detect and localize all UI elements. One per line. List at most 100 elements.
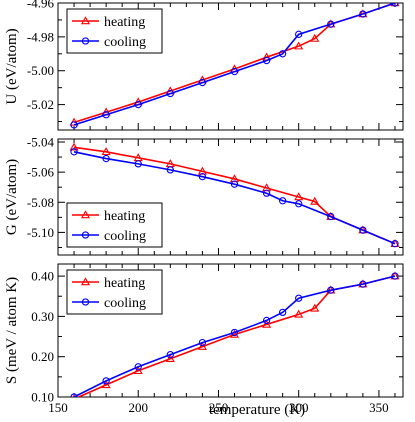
data-point-heating [310,33,320,42]
data-point-cooling [70,393,78,397]
data-point-cooling [230,328,239,337]
data-point-cooling [295,294,303,302]
legend-marker-heating [80,277,91,286]
legend-marker-heating [80,16,91,25]
y-tick-label: -4.98 [27,29,54,44]
data-point-cooling [198,78,207,87]
legend-marker-cooling [81,37,90,45]
legend-box [66,269,163,315]
y-tick-label: 0.40 [31,269,54,284]
legend-label-heating: heating [104,276,145,291]
data-point-cooling [262,316,271,325]
data-point-heating [229,329,240,338]
legend-box [66,8,163,54]
panel-entropy: 0.40 0.30 0.20 0.10 S (meV / atom K) heating c… [4,263,404,405]
data-point-cooling [166,351,174,359]
legend-marker-cooling [81,298,90,306]
data-point-cooling [230,67,239,76]
shared-x-axis: 150 200 250 300 350 [48,400,388,415]
data-point-cooling [295,200,303,208]
y-axis-title: G (eV/atom) [4,159,20,235]
data-point-cooling [279,50,287,58]
legend-label-heating: heating [104,209,145,224]
legend: heating cooling [66,269,163,315]
data-point-cooling [359,226,367,234]
data-point-cooling [327,20,335,28]
data-point-cooling [70,148,78,156]
data-point-cooling [198,173,207,181]
data-point-cooling [166,166,174,174]
plot-area [69,3,400,129]
x-tick-label: 300 [289,400,309,415]
data-point-cooling [359,280,367,288]
y-tick-label: -5.04 [27,135,55,150]
data-point-cooling [279,308,287,317]
data-point-cooling [230,180,239,188]
plot-frame [57,263,404,398]
legend-marker-heating [80,210,91,219]
plot-area [69,142,400,248]
x-axis-title: temperature (K) [209,402,305,418]
data-point-cooling [134,100,142,109]
data-point-cooling [327,212,335,221]
data-point-heating [165,354,175,362]
plot-area [70,271,400,397]
legend-marker-cooling [81,231,90,239]
data-point-heating [310,196,320,205]
data-point-heating [294,309,304,318]
data-point-heating [262,319,272,328]
data-point-heating [101,147,111,156]
x-tick-label: 200 [128,400,148,415]
legend-label-heating: heating [104,15,145,30]
data-point-heating [133,366,143,375]
y-tick-label: 0.30 [31,309,54,324]
data-point-cooling [359,10,367,18]
data-point-cooling [391,3,399,7]
y-tick-label: -5.08 [27,195,54,210]
data-point-heating [69,142,79,151]
data-point-cooling [102,111,110,119]
y-tick-label: -4.96 [27,0,55,11]
data-point-cooling [198,338,207,347]
x-tick-label: 350 [369,400,389,415]
data-point-cooling [134,160,142,168]
series-line-cooling [73,151,396,245]
data-point-heating [294,41,304,50]
y-tick-label: -5.10 [27,225,54,240]
y-tick-label: -5.02 [27,97,54,112]
data-point-heating [197,341,207,350]
x-tick-label: 150 [48,400,68,415]
x-tick-label: 250 [209,400,229,415]
data-point-cooling [262,56,271,65]
data-point-cooling [102,377,110,385]
data-point-cooling [166,89,174,98]
y-axis-title: U (eV/atom) [4,28,20,104]
data-point-cooling [279,197,287,205]
data-point-cooling [70,121,78,129]
y-tick-label: -5.06 [27,165,55,180]
plot-frame [57,2,404,131]
data-point-cooling [327,286,335,294]
data-point-heating [101,380,111,389]
data-point-heating [294,192,304,201]
y-tick-label: 0.10 [31,390,54,405]
legend: heating cooling [66,8,163,54]
legend-label-cooling: cooling [104,296,146,311]
legend: heating cooling [66,202,163,248]
panel-free-energy: -5.04 -5.06 -5.08 -5.10 G (eV/atom) heating co… [4,135,404,256]
panel-energy: -4.96 -4.98 -5.00 -5.02 U (eV/atom) heating co… [4,0,404,131]
y-tick-label: -5.00 [27,63,54,78]
legend-label-cooling: cooling [104,229,146,244]
series-line-cooling [73,3,396,126]
y-tick-label: 0.20 [31,349,54,364]
plot-frame [57,138,404,256]
series-line-cooling [73,275,396,397]
data-point-heating [310,303,320,312]
legend-label-cooling: cooling [104,35,146,50]
data-point-cooling [134,363,142,371]
data-point-cooling [391,240,399,248]
legend-box [66,202,163,248]
data-point-cooling [391,272,399,280]
data-point-cooling [102,154,110,163]
